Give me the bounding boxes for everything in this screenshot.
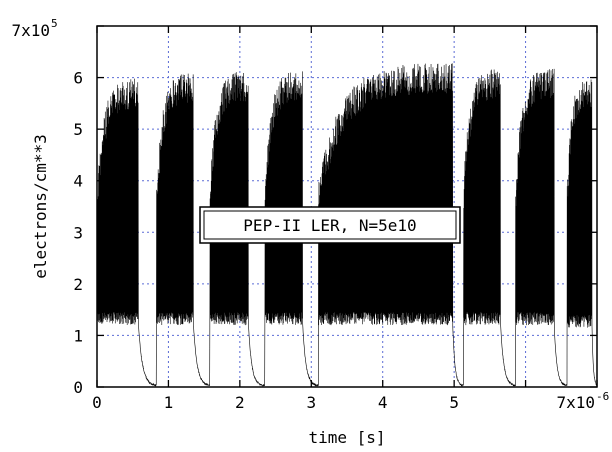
tick-marks	[96, 25, 598, 388]
x-tick-label: 4	[378, 393, 388, 412]
y-tick-label: 7x10	[11, 21, 50, 40]
annotation-border	[199, 206, 461, 244]
annotation-inner-border	[203, 210, 457, 240]
y-tick-label: 2	[73, 275, 83, 294]
y-tick-label: 0	[73, 378, 83, 397]
x-tick-label: 7x10	[556, 393, 595, 412]
plot-frame	[96, 25, 598, 388]
y-tick-exponent: 5	[51, 17, 58, 30]
y-tick-label: 5	[73, 120, 83, 139]
x-tick-label: 2	[235, 393, 245, 412]
y-axis-title: electrons/cm**3	[31, 134, 50, 279]
x-tick-label: 0	[92, 393, 102, 412]
series-line	[96, 63, 598, 387]
y-tick-label: 3	[73, 223, 83, 242]
annotation-box: PEP-II LER, N=5e10	[199, 206, 461, 244]
y-tick-label: 1	[73, 326, 83, 345]
annotation-text: PEP-II LER, N=5e10	[243, 216, 416, 235]
x-axis-title: time [s]	[308, 428, 385, 447]
series-layer	[96, 63, 598, 387]
y-tick-label: 4	[73, 172, 83, 191]
x-tick-label: 1	[164, 393, 174, 412]
x-tick-label: 5	[449, 393, 459, 412]
x-tick-label: 3	[306, 393, 316, 412]
x-tick-exponent: -6	[596, 390, 609, 403]
y-tick-label: 6	[73, 69, 83, 88]
